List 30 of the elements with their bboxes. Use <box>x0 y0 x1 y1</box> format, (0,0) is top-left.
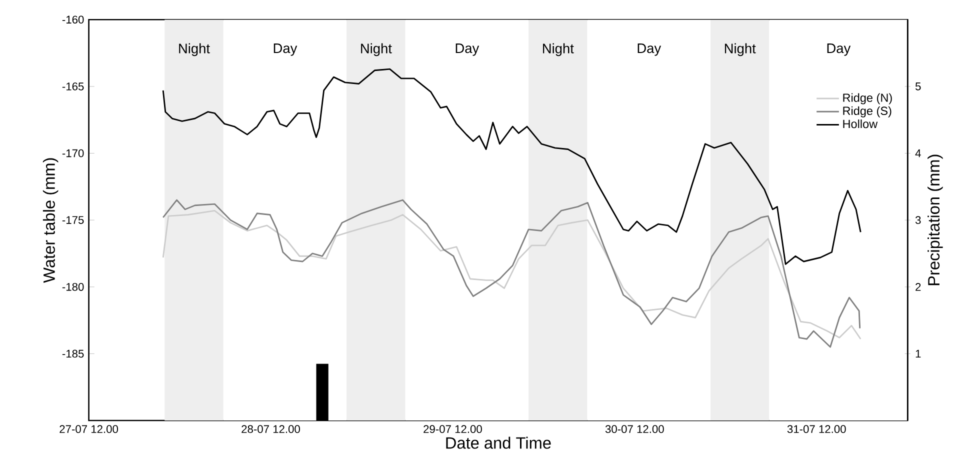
y2-tick-label: 2 <box>916 283 921 291</box>
legend-label: Hollow <box>843 119 878 128</box>
y2-tick-label: 5 <box>915 82 921 90</box>
y-axis-title: Water table (mm) <box>42 158 58 283</box>
y2-axis-title: Precipitation (mm) <box>928 154 943 286</box>
y-tick-label: -165 <box>62 82 84 90</box>
y-tick-label: -175 <box>62 216 84 224</box>
x-axis-title: Date and Time <box>446 436 551 449</box>
y-tick-label: -170 <box>62 149 84 158</box>
y2-tick-label: 1 <box>916 350 921 358</box>
x-tick-label: 30-07 12.00 <box>605 425 664 433</box>
y-tick-label: -180 <box>62 282 84 291</box>
x-tick-label: 27-07 12.00 <box>60 425 118 433</box>
band-label: Night <box>361 43 392 56</box>
band-label: Day <box>827 44 851 56</box>
x-tick-label: 28-07 12.00 <box>242 425 300 433</box>
y-tick-label: -160 <box>62 16 84 24</box>
legend-label: Ridge (N) <box>843 93 892 104</box>
x-tick-label: 31-07 12.00 <box>787 425 846 433</box>
band-label: Day <box>274 44 298 56</box>
band-label: Night <box>543 43 574 56</box>
y-tick-label: -185 <box>62 350 84 358</box>
x-tick-label: 29-07 12.00 <box>424 425 482 433</box>
legend-label: Ridge (S) <box>843 106 892 118</box>
band-label: Night <box>179 43 210 56</box>
y2-tick-label: 3 <box>915 216 921 224</box>
y2-tick-label: 4 <box>915 149 921 158</box>
band-label: Day <box>638 44 662 56</box>
band-label: Night <box>724 43 756 56</box>
band-label: Day <box>456 44 480 56</box>
